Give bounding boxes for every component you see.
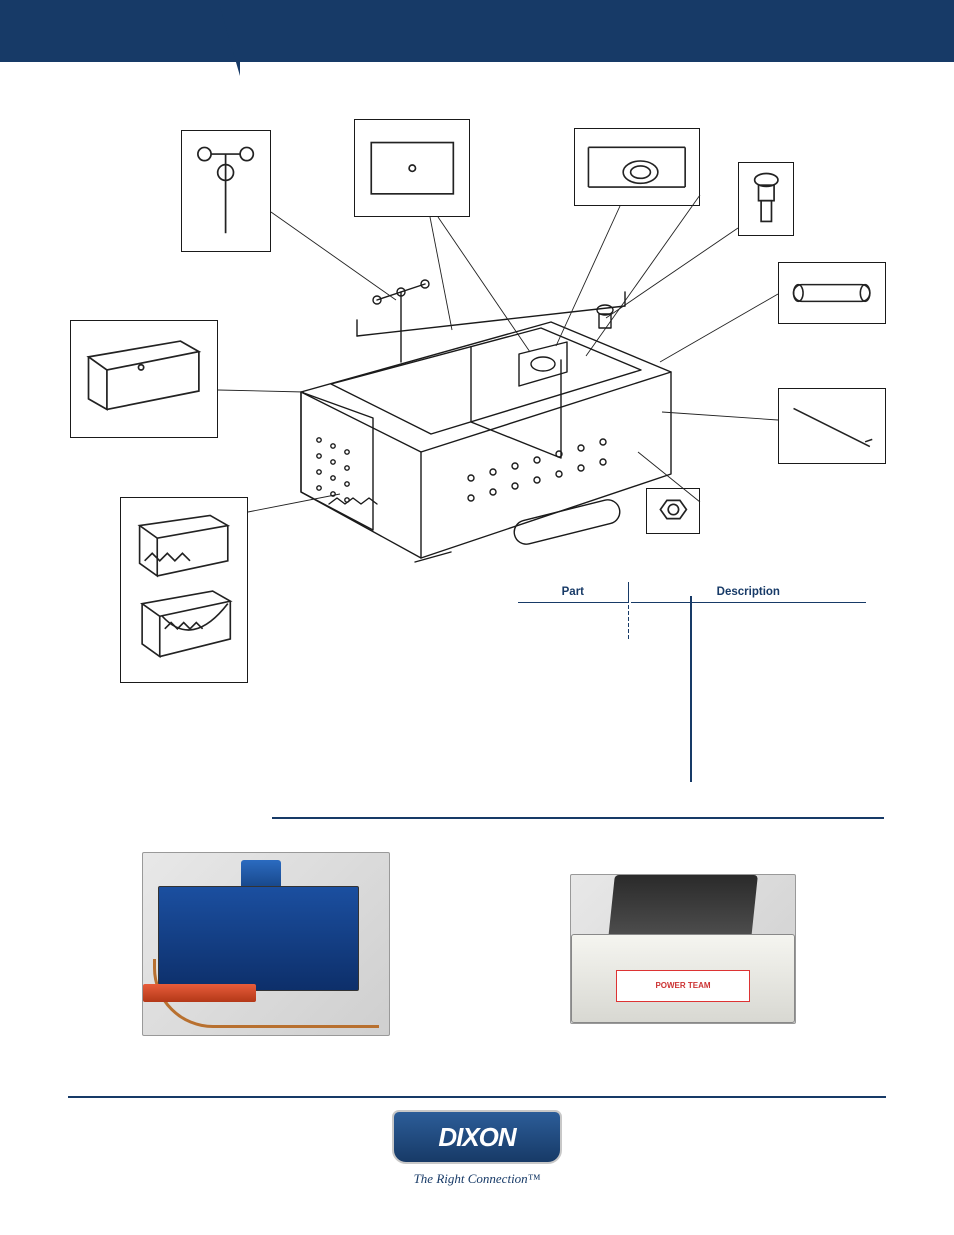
col-part: Part — [518, 582, 629, 603]
table-row — [518, 629, 866, 633]
callout-sleeve — [778, 262, 886, 324]
section-divider — [272, 817, 884, 819]
pump-brand-label: POWER TEAM — [616, 970, 750, 1003]
table-row — [518, 605, 866, 609]
col-desc: Description — [631, 582, 866, 603]
photo-coupling-machine — [142, 852, 390, 1036]
footer-rule — [68, 1096, 886, 1098]
callout-knob — [738, 162, 794, 236]
photo-air-pump: POWER TEAM — [570, 874, 796, 1024]
brand-tagline: The Right Connection™ — [392, 1171, 562, 1187]
header-notch — [218, 0, 240, 76]
table-row — [518, 617, 866, 621]
table-row — [518, 623, 866, 627]
callout-bracket — [574, 128, 700, 206]
callout-channel — [70, 320, 218, 438]
main-isometric-drawing — [270, 262, 692, 582]
table-row — [518, 635, 866, 639]
callout-jaws — [120, 497, 248, 683]
table-row — [518, 611, 866, 615]
table-vdiv — [690, 596, 692, 782]
parts-table: Part Description — [516, 580, 868, 641]
callout-rod — [778, 388, 886, 464]
callout-plate — [354, 119, 470, 217]
brand-logo: DIXON — [392, 1110, 562, 1164]
callout-tbar — [181, 130, 271, 252]
header-bar — [0, 0, 954, 62]
